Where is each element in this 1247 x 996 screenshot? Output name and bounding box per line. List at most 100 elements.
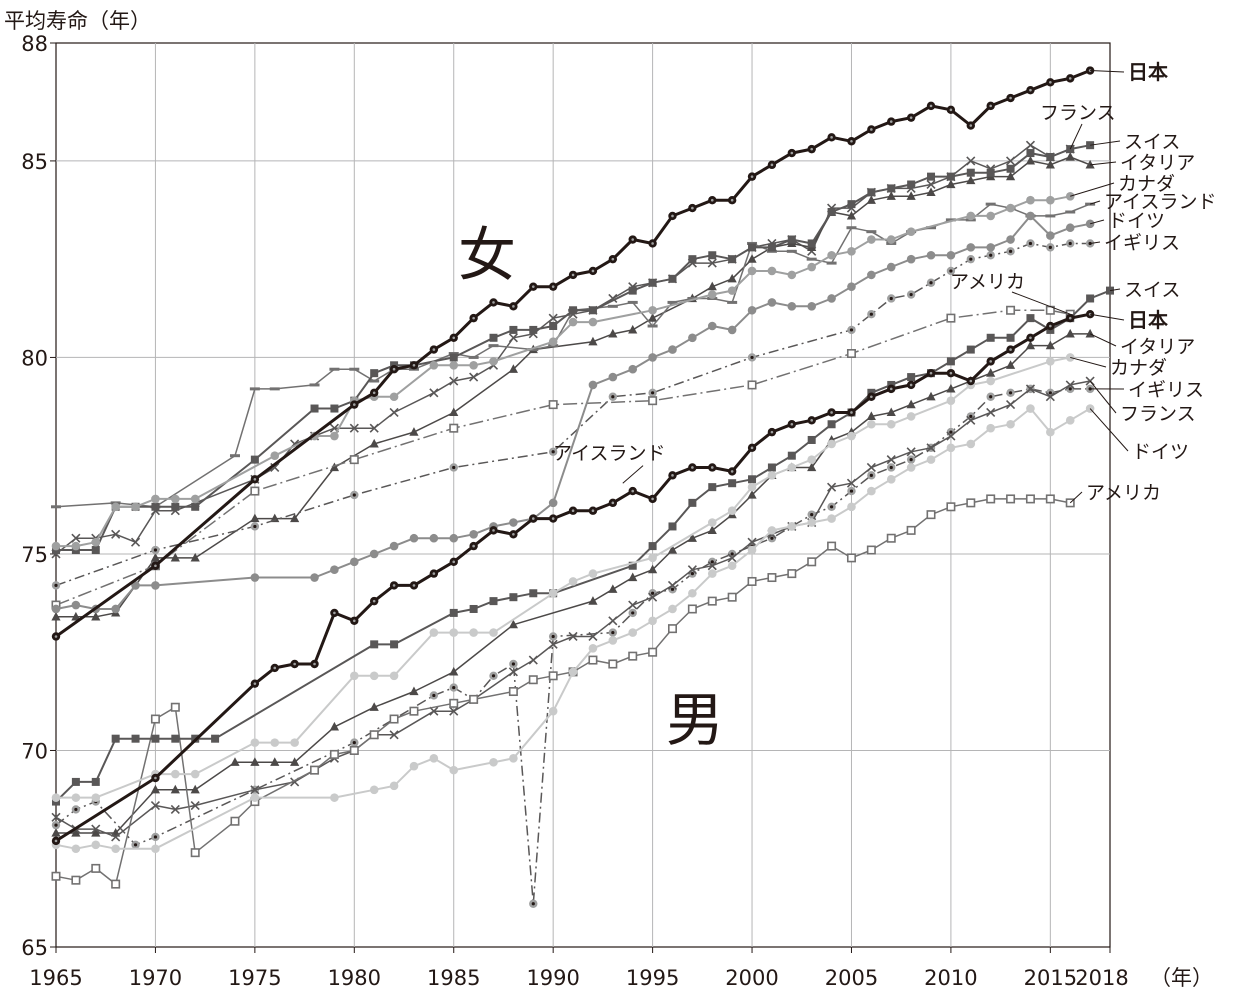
data-point <box>52 873 59 880</box>
female-group-label: 女 <box>458 221 516 289</box>
data-point-center <box>910 458 913 461</box>
male-group-label: 男 <box>666 686 724 754</box>
data-point-center <box>631 490 634 493</box>
series-label-female: フランス <box>1040 102 1116 124</box>
data-point <box>708 290 717 299</box>
data-point-center <box>1069 317 1072 320</box>
data-point <box>569 306 577 314</box>
data-point <box>609 660 616 667</box>
data-point <box>689 605 696 612</box>
data-point-center <box>731 199 734 202</box>
data-point <box>688 255 696 263</box>
data-point-center <box>1009 391 1012 394</box>
label-leader <box>1090 162 1116 165</box>
data-point <box>847 247 856 256</box>
data-point-center <box>333 612 336 615</box>
label-leader <box>1070 124 1082 149</box>
data-point <box>768 471 777 480</box>
data-point <box>72 542 81 551</box>
series-label-female: スイス <box>1124 131 1180 153</box>
male-series <box>52 353 1075 802</box>
data-point <box>449 667 458 676</box>
data-point <box>608 584 617 593</box>
data-point <box>728 326 737 335</box>
data-point <box>629 287 637 295</box>
data-point <box>748 578 755 585</box>
data-point-center <box>1049 325 1052 328</box>
data-point <box>530 676 537 683</box>
data-point-center <box>791 423 794 426</box>
label-leader <box>1070 492 1082 503</box>
data-point-center <box>273 667 276 670</box>
data-point <box>986 424 995 433</box>
data-point <box>430 361 439 370</box>
data-point <box>390 542 399 551</box>
data-point-center <box>671 588 674 591</box>
data-point-center <box>910 384 913 387</box>
data-point <box>549 672 556 679</box>
data-point <box>1086 220 1095 229</box>
data-point-center <box>492 301 495 304</box>
data-point-center <box>55 840 58 843</box>
data-point-center <box>930 105 933 108</box>
data-point <box>450 353 458 361</box>
data-point <box>887 235 896 244</box>
data-point <box>748 483 757 492</box>
data-point <box>91 793 100 802</box>
data-point-center <box>432 694 435 697</box>
data-point <box>410 762 419 771</box>
data-point <box>609 636 618 645</box>
data-point <box>469 361 478 370</box>
data-point <box>668 345 677 354</box>
data-point <box>748 475 756 483</box>
data-point <box>191 770 200 779</box>
data-point <box>907 227 916 236</box>
data-point <box>907 373 915 381</box>
series-line <box>56 244 1090 586</box>
data-point-center <box>651 498 654 501</box>
female-series <box>52 66 1095 640</box>
series-line <box>56 389 1090 904</box>
data-point <box>131 502 140 511</box>
data-point <box>867 235 876 244</box>
data-point-center <box>950 372 953 375</box>
data-point <box>907 255 916 264</box>
data-point <box>927 511 934 518</box>
series-line <box>56 357 1070 797</box>
data-point-center <box>54 824 57 827</box>
data-point <box>111 844 120 853</box>
series-layer <box>51 66 1114 908</box>
data-point-center <box>512 533 515 536</box>
series-label-female: イタリア <box>1120 152 1195 174</box>
data-point <box>350 672 359 681</box>
data-point <box>748 306 757 315</box>
data-point <box>807 263 816 272</box>
data-point-center <box>751 447 754 450</box>
data-point <box>529 656 537 664</box>
data-point-center <box>373 600 376 603</box>
data-point <box>768 574 775 581</box>
data-point <box>251 793 260 802</box>
data-point <box>966 212 975 221</box>
data-point <box>192 849 199 856</box>
data-point-center <box>253 525 256 528</box>
data-point <box>967 346 975 354</box>
data-point-center <box>910 293 913 296</box>
data-point <box>947 396 956 405</box>
data-point <box>589 306 597 314</box>
label-leader <box>1090 141 1120 145</box>
data-point <box>788 570 795 577</box>
data-point <box>152 715 159 722</box>
data-point <box>251 573 260 582</box>
data-point <box>887 420 896 429</box>
data-point-center <box>1069 77 1072 80</box>
series-label-male: イギリス <box>1128 379 1204 401</box>
data-point-center <box>492 529 495 532</box>
data-point-center <box>731 470 734 473</box>
data-point-center <box>532 285 535 288</box>
data-point-center <box>1009 250 1012 253</box>
data-point <box>509 754 518 763</box>
data-point <box>1066 223 1075 232</box>
male-series <box>52 404 1095 853</box>
